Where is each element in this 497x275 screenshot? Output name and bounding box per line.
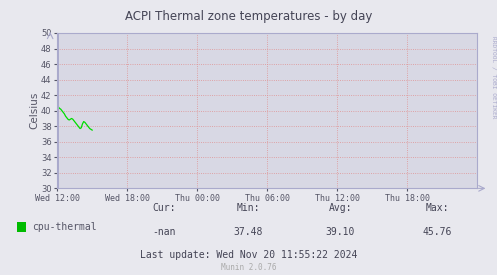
Text: 37.48: 37.48	[234, 227, 263, 237]
Text: Min:: Min:	[237, 203, 260, 213]
Text: Munin 2.0.76: Munin 2.0.76	[221, 263, 276, 272]
Text: -nan: -nan	[152, 227, 176, 237]
Text: Cur:: Cur:	[152, 203, 176, 213]
Text: 39.10: 39.10	[326, 227, 355, 237]
Text: Max:: Max:	[425, 203, 449, 213]
Text: 45.76: 45.76	[422, 227, 452, 237]
Text: cpu-thermal: cpu-thermal	[32, 222, 97, 232]
Y-axis label: Celsius: Celsius	[29, 92, 39, 129]
Text: Last update: Wed Nov 20 11:55:22 2024: Last update: Wed Nov 20 11:55:22 2024	[140, 250, 357, 260]
Text: Avg:: Avg:	[329, 203, 352, 213]
Text: ACPI Thermal zone temperatures - by day: ACPI Thermal zone temperatures - by day	[125, 10, 372, 23]
Text: RRDTOOL / TOBI OETIKER: RRDTOOL / TOBI OETIKER	[491, 36, 496, 118]
